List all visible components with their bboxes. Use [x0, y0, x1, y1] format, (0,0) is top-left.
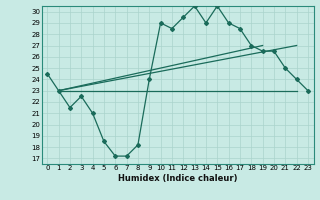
- X-axis label: Humidex (Indice chaleur): Humidex (Indice chaleur): [118, 174, 237, 183]
